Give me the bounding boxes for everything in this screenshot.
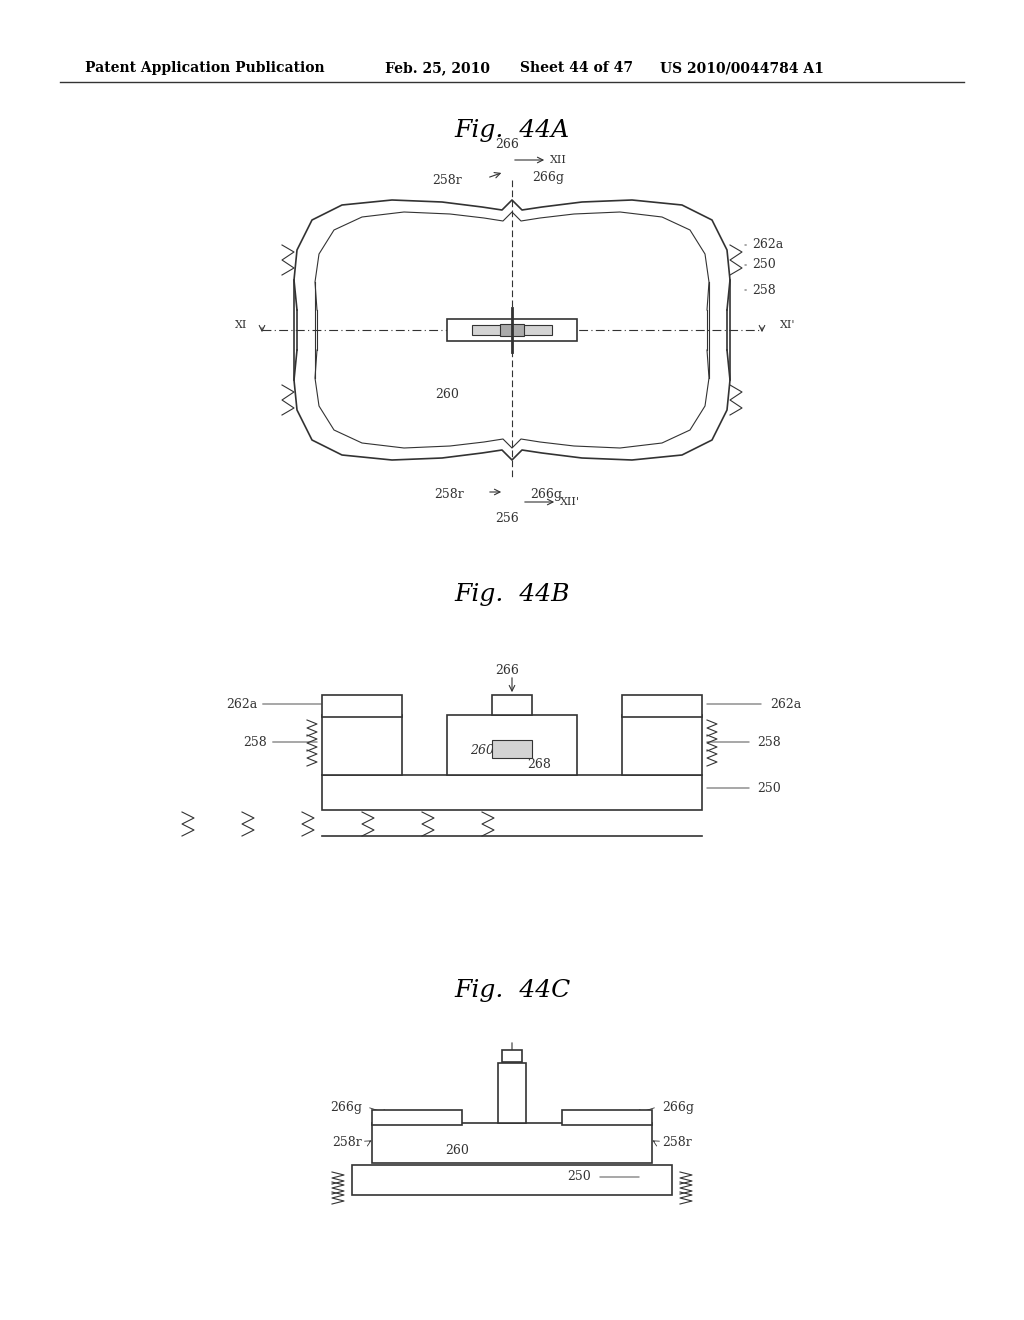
Text: 258r: 258r <box>432 173 462 186</box>
Text: 258r: 258r <box>332 1137 362 1150</box>
Bar <box>352 1166 672 1195</box>
Text: XII': XII' <box>560 498 580 507</box>
Bar <box>447 319 577 341</box>
Bar <box>322 696 402 717</box>
Bar <box>322 775 702 810</box>
Text: 256: 256 <box>496 511 519 524</box>
Bar <box>622 715 702 775</box>
Text: Fig.  44B: Fig. 44B <box>455 583 569 606</box>
Bar <box>472 325 552 335</box>
Bar <box>622 696 702 717</box>
Text: 258: 258 <box>744 284 776 297</box>
Bar <box>492 741 532 758</box>
Text: 260: 260 <box>445 1143 469 1156</box>
Text: 260: 260 <box>435 388 459 401</box>
Text: 266: 266 <box>495 139 519 152</box>
Bar <box>322 715 402 775</box>
Bar <box>502 1049 522 1063</box>
Text: Feb. 25, 2010: Feb. 25, 2010 <box>385 61 490 75</box>
Text: 260: 260 <box>470 743 494 756</box>
Text: 258: 258 <box>757 735 780 748</box>
Text: 266g: 266g <box>662 1101 694 1114</box>
Bar <box>562 1110 652 1125</box>
Text: XII: XII <box>550 154 567 165</box>
Text: XI': XI' <box>780 319 796 330</box>
Text: 250: 250 <box>744 259 776 272</box>
Text: 266g: 266g <box>330 1101 362 1114</box>
Text: 250: 250 <box>567 1171 591 1184</box>
Text: 258r: 258r <box>434 488 464 502</box>
Text: 262a: 262a <box>770 697 801 710</box>
Text: 262a: 262a <box>225 697 322 710</box>
Text: XI: XI <box>234 319 247 330</box>
Bar <box>500 323 524 337</box>
Text: Sheet 44 of 47: Sheet 44 of 47 <box>520 61 633 75</box>
Bar <box>498 1063 526 1123</box>
Text: 266: 266 <box>495 664 519 676</box>
Bar <box>372 1123 652 1163</box>
Text: 262a: 262a <box>744 239 783 252</box>
Bar <box>492 696 532 715</box>
Text: Fig.  44C: Fig. 44C <box>454 978 570 1002</box>
Text: 250: 250 <box>757 781 780 795</box>
Text: US 2010/0044784 A1: US 2010/0044784 A1 <box>660 61 824 75</box>
Bar <box>447 715 577 775</box>
Text: 266g: 266g <box>530 488 562 502</box>
Text: 258r: 258r <box>662 1137 692 1150</box>
Text: 266g: 266g <box>532 172 564 185</box>
Text: 268: 268 <box>527 758 551 771</box>
Bar <box>372 1110 462 1125</box>
Text: Patent Application Publication: Patent Application Publication <box>85 61 325 75</box>
Text: 258: 258 <box>244 735 317 748</box>
Text: Fig.  44A: Fig. 44A <box>455 119 569 141</box>
